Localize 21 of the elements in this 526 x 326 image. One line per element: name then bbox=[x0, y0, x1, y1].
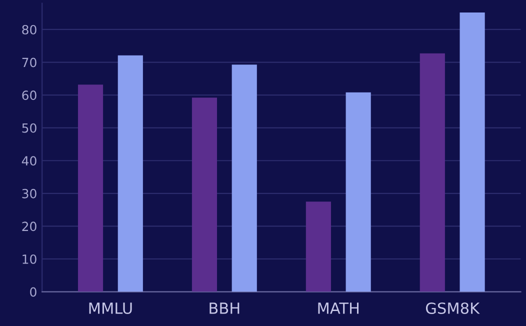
bar bbox=[346, 92, 371, 292]
y-tick-label: 50 bbox=[22, 123, 36, 133]
bar bbox=[232, 64, 257, 292]
y-tick-label: 0 bbox=[30, 287, 36, 297]
y-tick-label: 40 bbox=[22, 156, 36, 166]
x-tick-label: MATH bbox=[318, 302, 359, 314]
x-tick-label: MMLU bbox=[89, 302, 132, 314]
bar bbox=[460, 12, 485, 292]
y-tick-label: 10 bbox=[22, 254, 36, 264]
bar bbox=[306, 202, 331, 292]
bar bbox=[192, 98, 218, 292]
x-tick-label: BBH bbox=[210, 302, 240, 314]
bar bbox=[118, 55, 143, 292]
y-tick-label: 70 bbox=[22, 58, 36, 68]
bar bbox=[78, 84, 104, 292]
bar bbox=[420, 53, 445, 292]
y-tick-label: 30 bbox=[22, 188, 36, 198]
y-tick-label: 80 bbox=[22, 24, 36, 34]
x-tick-label: GSM8K bbox=[426, 302, 480, 314]
y-tick-label: 60 bbox=[22, 90, 36, 100]
y-tick-label: 20 bbox=[22, 222, 36, 232]
